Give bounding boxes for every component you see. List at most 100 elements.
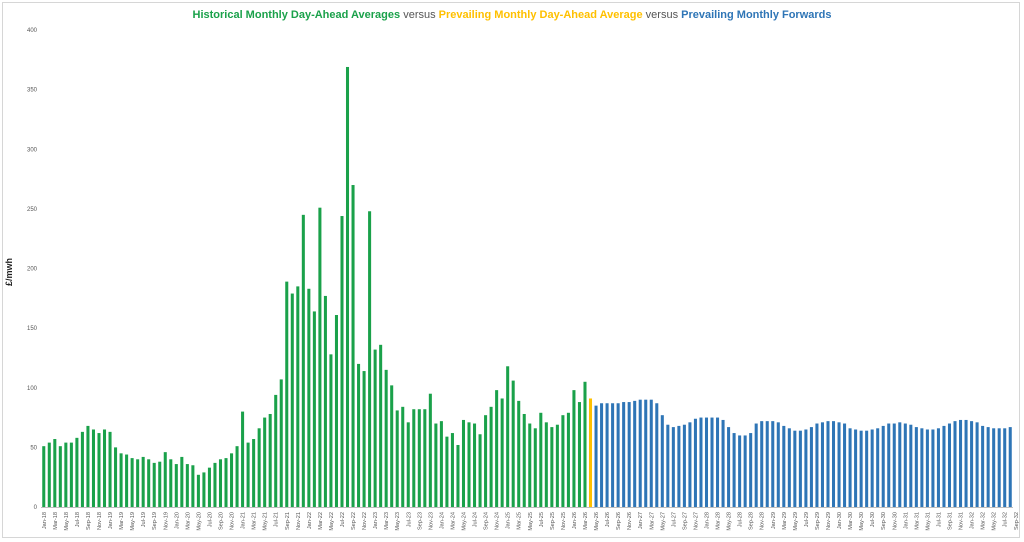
bar-forwards <box>809 427 813 507</box>
x-tick-label: Nov-22 <box>362 512 368 530</box>
bar-forwards <box>754 423 758 507</box>
bar-forwards <box>815 423 819 507</box>
x-tick-label: May-19 <box>130 512 136 531</box>
bar-forwards <box>1003 428 1007 507</box>
x-tick-label: Jul-19 <box>141 512 147 527</box>
bar-forwards <box>887 423 891 507</box>
bar-forwards <box>693 418 697 507</box>
x-tick-label: Sep-30 <box>881 512 887 530</box>
x-tick-label: Mar-25 <box>517 512 523 530</box>
x-tick-label: Mar-18 <box>53 512 59 530</box>
bar-historical <box>230 453 234 507</box>
bar-historical <box>58 446 62 507</box>
x-tick-label: Nov-23 <box>428 512 434 530</box>
bar-historical <box>384 369 388 507</box>
bar-forwards <box>843 423 847 507</box>
bar-historical <box>495 390 499 507</box>
x-tick-label: May-18 <box>64 512 70 531</box>
x-tick-label: Sep-23 <box>417 512 423 530</box>
bar-forwards <box>936 428 940 507</box>
x-tick-label: Nov-27 <box>693 512 699 530</box>
x-tick-label: May-22 <box>329 512 335 531</box>
x-tick-label: Nov-31 <box>959 512 965 530</box>
bar-historical <box>539 412 543 507</box>
bar-forwards <box>776 422 780 507</box>
bar-historical <box>500 398 504 507</box>
bar-historical <box>257 428 261 507</box>
bar-forwards <box>605 403 609 507</box>
bar-forwards <box>638 399 642 507</box>
x-tick-label: Mar-22 <box>318 512 324 530</box>
x-tick-label: Jul-24 <box>473 512 479 527</box>
x-tick-label: Mar-23 <box>384 512 390 530</box>
x-tick-label: Jan-25 <box>506 512 512 529</box>
x-tick-label: Jul-23 <box>406 512 412 527</box>
bar-historical <box>362 371 366 507</box>
x-tick-label: May-24 <box>461 512 467 531</box>
bar-historical <box>75 437 79 507</box>
bar-historical <box>423 409 427 507</box>
bar-historical <box>428 393 432 507</box>
y-tick-label: 250 <box>27 207 38 213</box>
bar-forwards <box>931 429 935 507</box>
bar-forwards <box>909 424 913 507</box>
x-tick-label: Nov-24 <box>495 512 501 530</box>
bar-historical <box>439 421 443 507</box>
bar-historical <box>301 214 305 507</box>
bar-historical <box>461 419 466 507</box>
bar-forwards <box>903 423 907 507</box>
bar-historical <box>478 434 482 507</box>
bar-historical <box>473 423 477 507</box>
x-tick-label: Jul-27 <box>671 512 677 527</box>
bar-forwards <box>633 400 637 507</box>
bar-historical <box>158 461 162 507</box>
bar-historical <box>241 411 245 507</box>
y-tick-label: 350 <box>27 88 38 94</box>
bar-forwards <box>870 429 874 507</box>
bar-historical <box>334 315 338 507</box>
x-tick-label: Nov-18 <box>97 512 103 530</box>
bar-historical <box>445 436 449 507</box>
x-tick-label: May-26 <box>594 512 600 531</box>
bar-forwards <box>837 422 841 507</box>
x-tick-label: Jul-31 <box>936 512 942 527</box>
bar-forwards <box>865 430 869 507</box>
x-tick-label: Jan-21 <box>241 512 247 529</box>
bar-forwards <box>743 435 747 507</box>
bar-forwards <box>914 427 918 507</box>
bar-historical <box>533 428 537 507</box>
y-tick-label: 150 <box>27 326 38 332</box>
x-tick-label: Jan-31 <box>903 512 909 529</box>
x-tick-label: Jan-24 <box>439 512 445 529</box>
bar-forwards <box>649 399 653 507</box>
x-tick-label: Sep-19 <box>152 512 158 530</box>
bar-forwards <box>925 429 929 507</box>
title-part-1: versus <box>400 9 439 21</box>
bar-historical <box>450 433 454 507</box>
bar-forwards <box>975 422 979 507</box>
bar-forwards <box>826 421 830 507</box>
bar-historical <box>577 402 581 507</box>
bar-historical <box>467 422 471 507</box>
bar-forwards <box>727 427 731 507</box>
bar-historical <box>141 456 145 507</box>
bar-forwards <box>942 425 946 507</box>
x-tick-label: May-28 <box>727 512 733 531</box>
bar-historical <box>395 410 399 507</box>
x-tick-label: May-25 <box>528 512 534 531</box>
bar-historical <box>566 412 570 507</box>
bar-historical <box>290 293 294 507</box>
bar-forwards <box>627 402 631 507</box>
bar-historical <box>357 363 361 507</box>
bar-historical <box>152 462 156 507</box>
bar-forwards <box>666 424 670 507</box>
bar-historical <box>572 390 576 507</box>
bar-historical <box>80 431 84 507</box>
x-tick-label: Nov-25 <box>561 512 567 530</box>
x-tick-label: Nov-26 <box>627 512 633 530</box>
x-tick-label: Mar-21 <box>252 512 258 530</box>
x-tick-label: May-23 <box>395 512 401 531</box>
bar-historical <box>102 429 107 507</box>
bar-historical <box>312 311 316 507</box>
